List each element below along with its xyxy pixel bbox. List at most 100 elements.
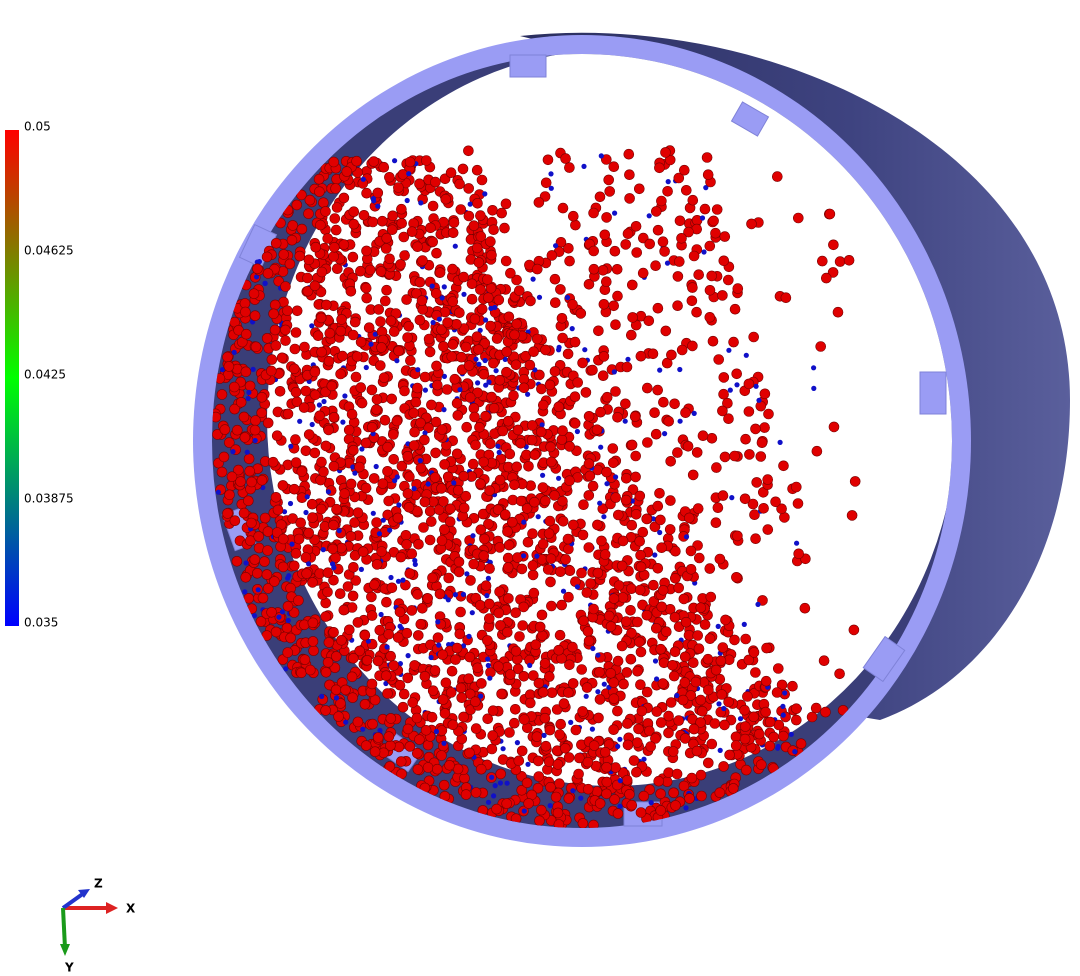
particle	[430, 176, 441, 188]
particle	[315, 312, 327, 324]
particle	[252, 263, 263, 275]
particle	[528, 587, 540, 599]
particle	[521, 553, 527, 559]
particle	[262, 280, 268, 286]
particle	[484, 563, 495, 574]
particle	[657, 678, 669, 689]
particle	[626, 439, 638, 451]
particle	[407, 697, 419, 708]
particle	[723, 696, 734, 708]
particle	[313, 173, 325, 185]
particle	[555, 718, 567, 730]
particle	[729, 450, 740, 462]
particle	[634, 636, 645, 648]
particle	[617, 736, 623, 742]
particle	[280, 281, 291, 292]
particle	[381, 596, 392, 608]
particle	[587, 364, 598, 376]
particle	[654, 162, 665, 174]
particle	[828, 421, 840, 433]
particle	[454, 307, 465, 319]
particle	[580, 387, 592, 398]
particle	[508, 390, 519, 401]
particle	[673, 715, 685, 726]
particle	[795, 738, 807, 750]
particle	[542, 154, 554, 166]
particle	[510, 645, 522, 657]
particle	[295, 667, 307, 679]
particle	[370, 510, 376, 516]
particle	[413, 538, 424, 550]
particle	[503, 593, 514, 604]
particle	[677, 418, 683, 424]
particle	[654, 487, 665, 499]
particle	[371, 559, 383, 570]
particle	[304, 494, 310, 500]
particle	[712, 502, 724, 514]
particle	[635, 679, 646, 691]
particle	[280, 335, 291, 346]
particle	[683, 534, 690, 540]
particle	[587, 480, 599, 492]
particle	[843, 254, 855, 266]
particle	[343, 424, 355, 436]
particle	[346, 671, 358, 683]
particle	[360, 740, 372, 751]
particle	[320, 611, 332, 622]
particle	[249, 424, 261, 436]
particle	[511, 461, 523, 473]
particle	[447, 339, 459, 350]
particle	[696, 705, 708, 717]
particle	[378, 161, 390, 173]
particle	[453, 556, 465, 568]
particle	[427, 572, 438, 584]
particle	[289, 343, 301, 355]
particle	[748, 331, 760, 343]
particle	[251, 567, 263, 579]
particle	[594, 191, 606, 203]
particle	[601, 776, 613, 788]
particle	[824, 208, 836, 220]
particle	[549, 366, 561, 377]
particle	[431, 247, 442, 259]
particle	[492, 304, 498, 311]
particle	[624, 788, 635, 800]
particle	[436, 642, 442, 648]
particle	[485, 575, 491, 582]
particle	[660, 325, 672, 337]
particle	[259, 512, 271, 524]
particle	[345, 285, 357, 297]
particle	[702, 757, 714, 769]
particle	[631, 766, 642, 778]
particle	[360, 176, 366, 182]
particle	[680, 407, 691, 419]
particle	[396, 460, 408, 472]
particle	[484, 485, 495, 496]
particle	[276, 352, 288, 364]
particle	[223, 361, 235, 372]
particle	[309, 280, 321, 292]
particle	[266, 606, 277, 618]
particle	[432, 632, 444, 644]
particle	[278, 249, 290, 260]
particle	[482, 713, 494, 725]
particle	[471, 242, 483, 254]
particle	[537, 399, 549, 411]
particle	[395, 756, 407, 767]
particle	[493, 661, 504, 672]
particle	[534, 369, 545, 381]
particle	[376, 215, 388, 227]
particle	[336, 634, 347, 646]
particle	[436, 483, 447, 494]
particle	[402, 450, 414, 462]
particle	[494, 586, 505, 598]
particle	[456, 351, 467, 363]
particle	[379, 295, 391, 307]
particle	[793, 548, 805, 560]
particle	[495, 443, 501, 449]
particle	[604, 481, 610, 487]
particle	[704, 240, 716, 252]
particle	[381, 232, 393, 244]
particle	[518, 382, 530, 394]
